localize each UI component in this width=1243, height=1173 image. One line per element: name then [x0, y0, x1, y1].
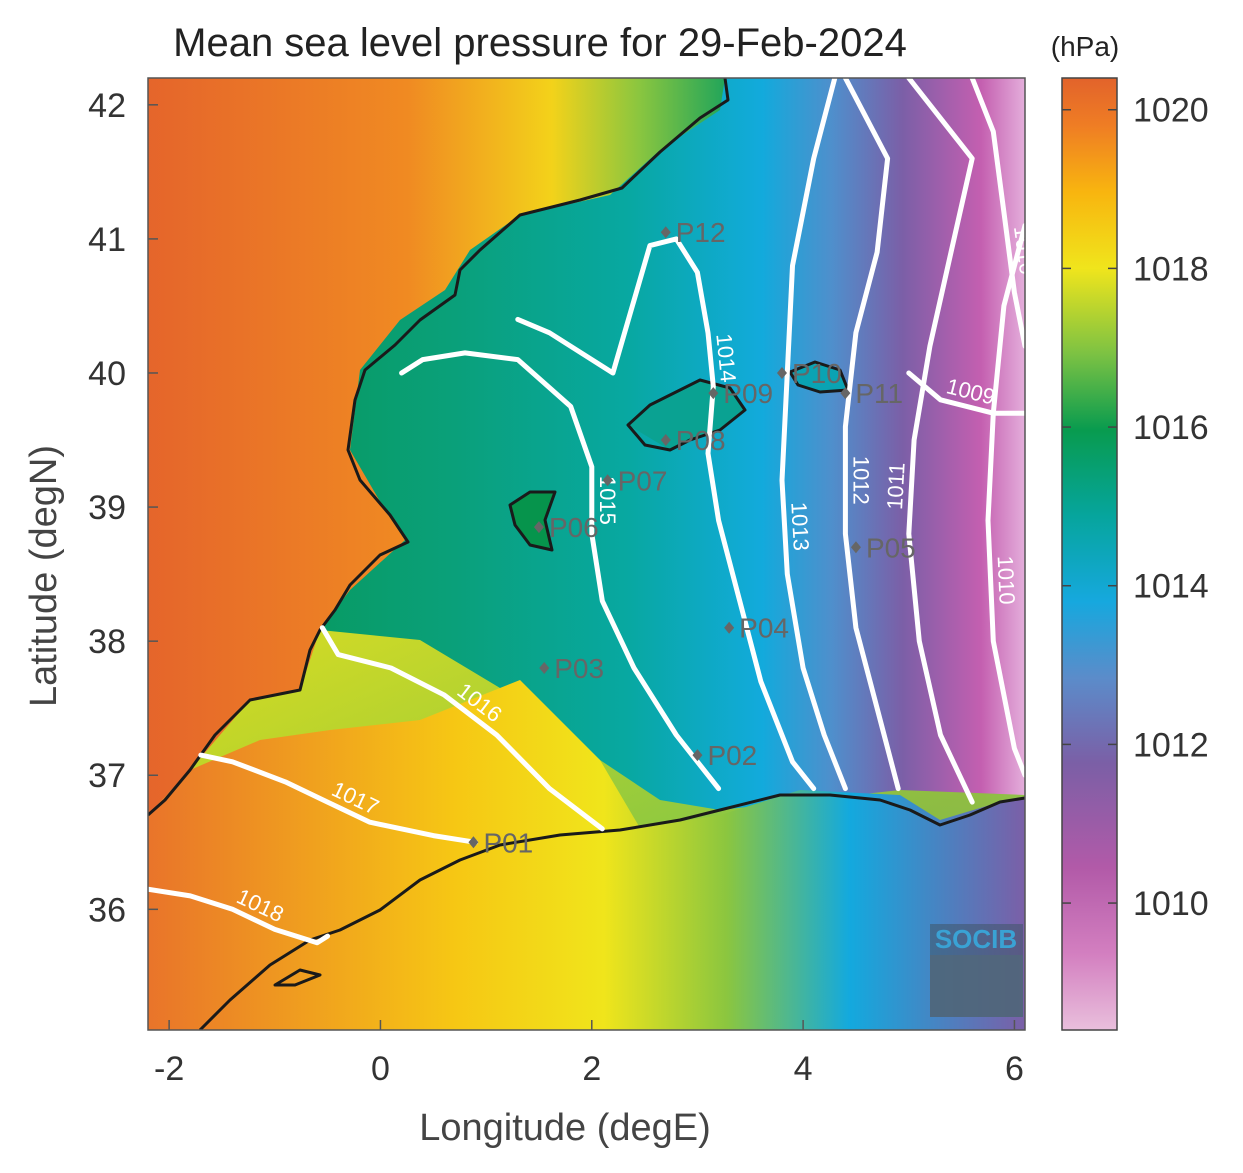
menorca-island — [790, 362, 848, 392]
station-marker — [660, 434, 671, 447]
isobar-label: 1014 — [711, 332, 741, 383]
colorbar-tick-label: 1020 — [1133, 92, 1209, 130]
station-marker — [724, 621, 735, 634]
isobar-1018 — [148, 886, 331, 946]
station-marker — [776, 366, 787, 379]
station-label: P03 — [554, 653, 604, 684]
colorbar-tick-label: 1010 — [1133, 885, 1209, 923]
isobar-1010 — [985, 223, 1025, 778]
socib-logo: SOCIB — [930, 924, 1023, 1017]
alboran-coast — [273, 968, 322, 987]
isobar-1012 — [842, 78, 901, 792]
y-tick-label: 36 — [88, 891, 126, 929]
station-label: P12 — [676, 217, 726, 248]
x-axis-ticks: -2 0 2 4 6 — [154, 1020, 1024, 1088]
isobar-label: 1012 — [848, 456, 873, 505]
coastlines — [148, 78, 1025, 1030]
y-tick-label: 38 — [88, 623, 126, 661]
station-label: P06 — [549, 512, 599, 543]
y-tick-label: 37 — [88, 757, 126, 795]
x-tick-label: 4 — [794, 1050, 813, 1088]
isobar-1015 — [399, 350, 722, 792]
x-tick-label: 0 — [371, 1050, 390, 1088]
station-label: P08 — [676, 425, 726, 456]
isobar-contours — [148, 78, 1025, 946]
isobar-label: 1013 — [786, 501, 814, 551]
isobar-1014 — [515, 236, 817, 792]
station-marker — [533, 521, 544, 534]
station-marker — [692, 749, 703, 762]
ibiza-island — [510, 492, 555, 550]
chart-title: Mean sea level pressure for 29-Feb-2024 — [173, 21, 907, 65]
plot-frame — [147, 77, 1026, 1031]
isobar-label: 1010 — [993, 555, 1020, 605]
colorbar-tick-label: 1014 — [1133, 568, 1209, 606]
y-axis-ticks: 36 37 38 39 40 41 42 — [88, 87, 158, 929]
colorbar-tick-label: 1016 — [1133, 409, 1209, 447]
station-markers: P01 P02 P03 P04 P05 P06 P07 P08 P09 P10 P11 P12 — [468, 217, 916, 858]
colorbar-ticks: 1010 1012 1014 1016 1018 1020 — [1062, 92, 1209, 923]
ibiza-coast — [508, 490, 557, 552]
station-label: P05 — [866, 532, 916, 563]
station-marker — [602, 474, 613, 487]
station-marker — [539, 661, 550, 674]
north-african-coastline — [198, 793, 1025, 1030]
station-label: P10 — [792, 358, 842, 389]
isobar-1010 — [969, 78, 1025, 349]
station-marker — [850, 541, 861, 554]
station-marker — [708, 387, 719, 400]
x-axis-label: Longitude (degE) — [419, 1107, 711, 1149]
isobar-label: 1011 — [882, 462, 910, 511]
isobar-1017 — [198, 752, 479, 845]
mallorca-island — [628, 380, 745, 450]
station-label: P07 — [618, 465, 668, 496]
station-marker — [468, 836, 479, 849]
colorbar-tick-label: 1018 — [1133, 250, 1209, 288]
isobar-1013 — [779, 78, 848, 792]
station-label: P04 — [739, 613, 789, 644]
station-marker — [840, 387, 851, 400]
station-label: P09 — [723, 378, 773, 409]
isobar-1016 — [319, 625, 605, 832]
x-tick-label: -2 — [154, 1050, 184, 1088]
isobar-labels: 1009101010101011101210131014101510161017… — [233, 224, 1040, 927]
station-label: P11 — [855, 378, 903, 409]
y-tick-label: 39 — [88, 489, 126, 527]
x-tick-label: 2 — [582, 1050, 601, 1088]
colorbar-unit: (hPa) — [1051, 31, 1119, 62]
station-label: P02 — [707, 740, 757, 771]
x-tick-label: 6 — [1005, 1050, 1024, 1088]
iberian-coastline — [148, 78, 730, 817]
y-tick-label: 41 — [88, 221, 126, 259]
north-africa-land — [148, 680, 1025, 1030]
station-marker — [660, 226, 671, 239]
colorbar-tick-label: 1012 — [1133, 726, 1209, 764]
y-tick-label: 42 — [88, 87, 126, 125]
y-tick-label: 40 — [88, 355, 126, 393]
socib-logo-text: SOCIB — [935, 924, 1017, 954]
colorbar — [1061, 77, 1118, 1031]
isobar-1011 — [906, 78, 975, 805]
iberia-land — [148, 78, 725, 815]
station-label: P01 — [483, 827, 533, 858]
y-axis-label: Latitude (degN) — [23, 445, 65, 707]
mallorca-coast — [626, 378, 747, 452]
